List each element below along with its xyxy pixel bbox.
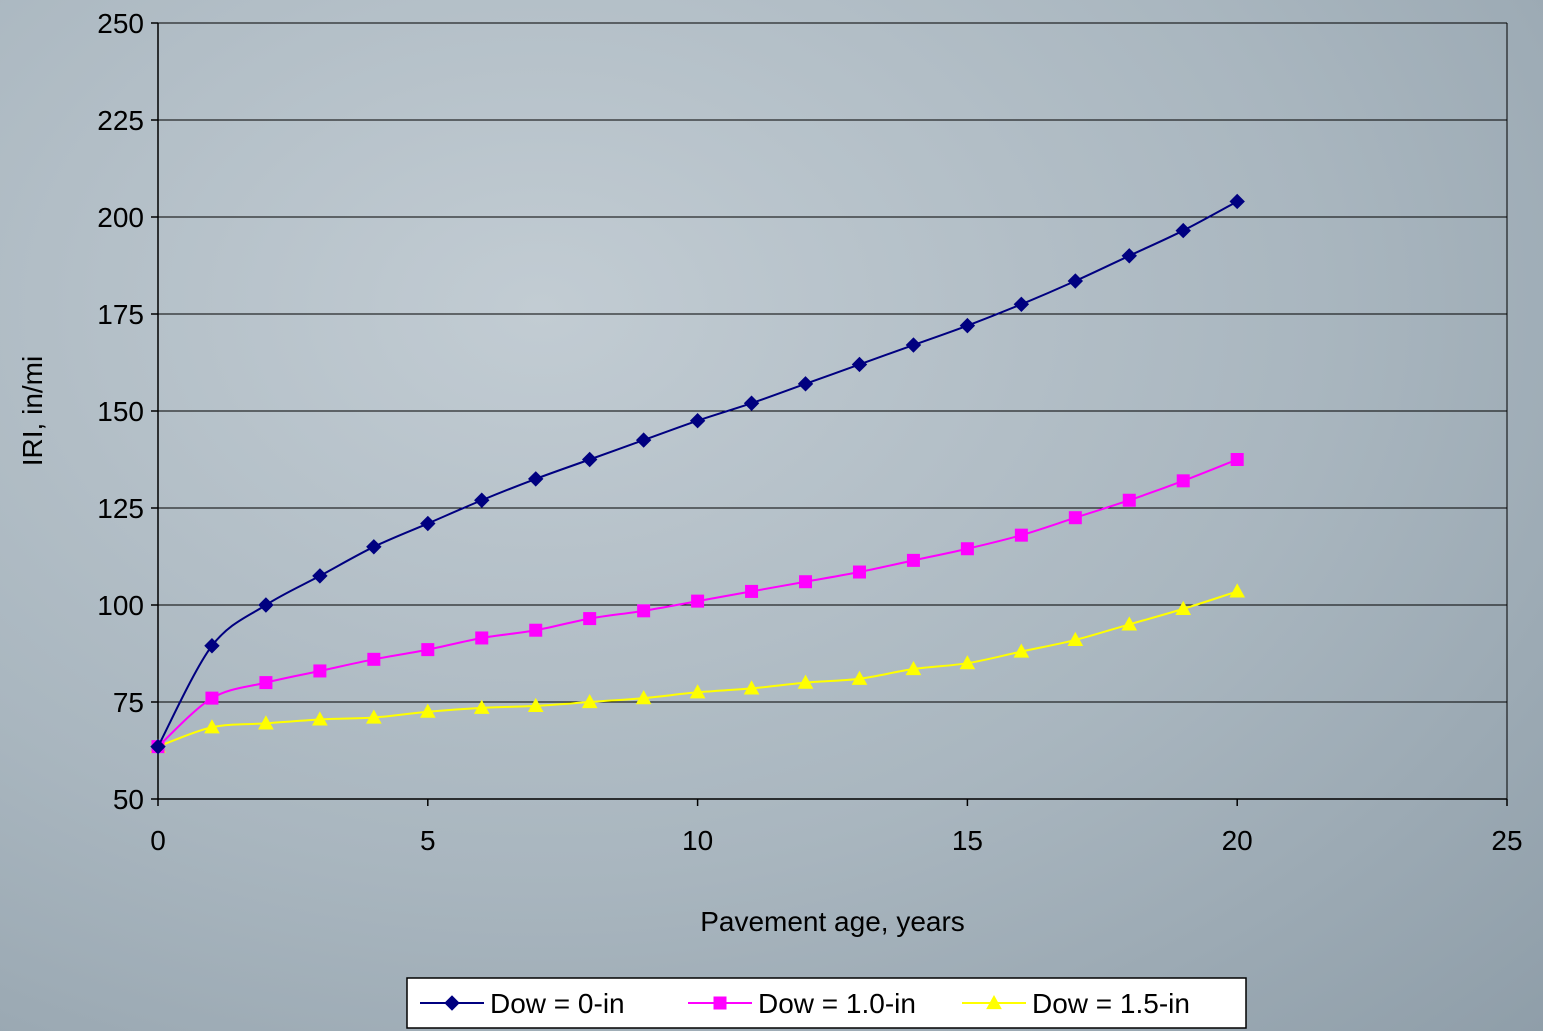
data-point-s0-x11 xyxy=(743,395,760,411)
x-axis-title: Pavement age, years xyxy=(700,906,965,937)
gridlines xyxy=(158,22,1507,703)
data-point-s0-x20 xyxy=(1229,193,1245,210)
data-point-s2-x2 xyxy=(258,715,274,730)
data-point-s2-x20 xyxy=(1229,583,1246,598)
data-point-s0-x9 xyxy=(635,432,652,448)
data-point-s1-x12 xyxy=(799,575,813,589)
y-tick-label-175: 175 xyxy=(97,299,144,330)
legend-marker-1 xyxy=(713,996,727,1010)
data-point-s1-x1 xyxy=(205,691,219,705)
data-point-s0-x2 xyxy=(258,597,274,613)
legend-label-dow-1-5in: Dow = 1.5-in xyxy=(1032,988,1190,1019)
data-point-s0-x4 xyxy=(366,539,382,555)
series-1 xyxy=(151,453,1244,754)
y-tick-label-50: 50 xyxy=(113,784,144,815)
data-point-s0-x7 xyxy=(528,471,544,487)
y-axis-title: IRI, in/mi xyxy=(17,356,48,466)
data-point-s1-x7 xyxy=(529,623,543,637)
data-point-s1-x10 xyxy=(691,594,705,608)
data-point-s2-x17 xyxy=(1067,631,1084,647)
data-point-s0-x0 xyxy=(150,738,166,755)
y-tick-label-75: 75 xyxy=(113,687,144,718)
y-tick-label-200: 200 xyxy=(97,202,144,233)
x-tick-label-25: 25 xyxy=(1491,825,1522,856)
data-point-s2-x6 xyxy=(473,699,490,714)
data-point-s1-x3 xyxy=(313,664,327,678)
data-point-s0-x17 xyxy=(1067,273,1084,289)
data-point-s1-x13 xyxy=(852,565,866,579)
legend-marker-0 xyxy=(444,995,460,1011)
data-point-s0-x15 xyxy=(959,317,976,334)
data-point-s2-x9 xyxy=(635,690,652,705)
data-point-s2-x8 xyxy=(581,693,598,709)
data-point-s2-x16 xyxy=(1013,643,1030,658)
data-point-s1-x15 xyxy=(960,542,974,556)
data-point-s0-x13 xyxy=(851,356,868,373)
legend-label-dow-1-0in: Dow = 1.0-in xyxy=(758,988,916,1019)
axes xyxy=(151,22,1508,806)
legend-box xyxy=(406,977,1247,1029)
data-point-s0-x12 xyxy=(797,376,814,392)
x-tick-label-10: 10 xyxy=(682,825,713,856)
data-point-s1-x17 xyxy=(1068,511,1082,525)
data-point-s2-x5 xyxy=(419,703,436,718)
data-point-s2-x14 xyxy=(905,660,922,676)
y-tick-label-100: 100 xyxy=(97,590,144,621)
x-tick-label-15: 15 xyxy=(952,825,983,856)
legend-label-dow-0in: Dow = 0-in xyxy=(490,988,625,1019)
y-tick-label-150: 150 xyxy=(97,396,144,427)
data-point-s0-x18 xyxy=(1121,248,1137,264)
data-point-s2-x10 xyxy=(689,684,706,699)
data-point-s0-x8 xyxy=(581,451,598,468)
data-point-s1-x16 xyxy=(1014,528,1028,542)
data-point-s2-x13 xyxy=(851,670,868,685)
data-point-s1-x9 xyxy=(637,604,651,618)
data-point-s1-x6 xyxy=(475,631,489,645)
data-point-s2-x15 xyxy=(959,655,976,670)
data-point-s1-x5 xyxy=(421,643,435,657)
legend-marker-2 xyxy=(986,994,1002,1010)
data-point-s2-x12 xyxy=(797,674,814,689)
x-tick-label-20: 20 xyxy=(1222,825,1253,856)
data-point-s2-x3 xyxy=(312,711,328,726)
data-point-s0-x10 xyxy=(689,412,706,429)
y-tick-label-250: 250 xyxy=(97,8,144,39)
data-point-s2-x19 xyxy=(1175,600,1192,615)
data-point-s0-x19 xyxy=(1175,222,1191,239)
legend: Dow = 0-in Dow = 1.0-in Dow = 1.5-in xyxy=(406,977,1247,1029)
data-point-s2-x7 xyxy=(527,697,544,712)
data-point-s0-x14 xyxy=(905,337,922,353)
x-tick-label-5: 5 xyxy=(420,825,436,856)
data-point-s2-x1 xyxy=(204,719,220,734)
data-point-s1-x4 xyxy=(367,652,381,666)
data-point-s1-x8 xyxy=(583,612,597,626)
data-point-s0-x6 xyxy=(474,492,490,508)
legend-entry-dow-1-5in: Dow = 1.5-in xyxy=(962,988,1190,1019)
data-point-s1-x20 xyxy=(1230,453,1244,466)
data-point-s1-x11 xyxy=(745,584,759,598)
y-tick-label-225: 225 xyxy=(97,105,144,136)
data-point-s0-x1 xyxy=(204,638,220,654)
data-point-s1-x2 xyxy=(259,676,273,690)
data-point-s1-x14 xyxy=(906,553,920,567)
series-2 xyxy=(150,583,1246,753)
data-point-s2-x18 xyxy=(1121,616,1138,631)
series-0 xyxy=(150,193,1245,755)
legend-entry-dow-0in: Dow = 0-in xyxy=(420,988,625,1019)
data-point-s2-x4 xyxy=(365,709,382,724)
x-tick-label-0: 0 xyxy=(150,825,166,856)
data-point-s1-x19 xyxy=(1176,474,1190,488)
data-point-s0-x16 xyxy=(1013,296,1030,313)
data-point-s0-x3 xyxy=(312,568,328,584)
series-group xyxy=(150,193,1246,755)
y-tick-label-125: 125 xyxy=(97,493,144,524)
tick-labels: 50 75 100 125 150 175 200 225 250 0 5 10 15 20 25 xyxy=(97,8,1522,856)
data-point-s0-x5 xyxy=(420,515,436,532)
data-point-s1-x18 xyxy=(1122,493,1136,507)
data-point-s2-x11 xyxy=(743,680,760,695)
legend-entry-dow-1-0in: Dow = 1.0-in xyxy=(688,988,916,1019)
